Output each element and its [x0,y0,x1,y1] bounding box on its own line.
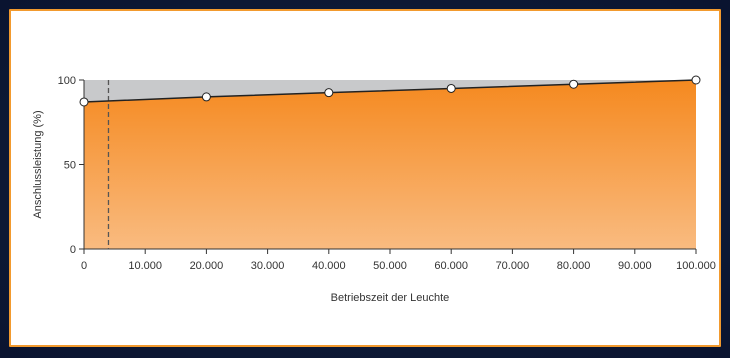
area-fill [84,80,696,249]
x-axis-ticks: 0 10.000 20.000 30.000 40.000 50.000 60.000 70.… [81,249,716,272]
x-tick-label: 20.000 [190,260,224,272]
x-tick-label: 30.000 [251,260,285,272]
y-axis-label: Anschlussleistung (%) [32,110,44,218]
data-point-marker [201,92,211,102]
x-tick-label: 40.000 [312,260,346,272]
y-tick-label: 0 [70,244,76,256]
data-point-marker [79,97,89,107]
x-tick-label: 70.000 [496,260,530,272]
x-axis-label: Betriebszeit der Leuchte [331,292,450,304]
data-point-marker [446,83,456,93]
x-tick-label: 60.000 [434,260,468,272]
chart-svg: 0 10.000 20.000 30.000 40.000 50.000 60.000 70.… [32,75,716,304]
y-axis-ticks: 0 50 100 [58,75,84,256]
y-tick-label: 50 [64,160,76,172]
data-point-marker [324,88,334,98]
x-tick-label: 50.000 [373,260,407,272]
x-tick-label: 80.000 [557,260,591,272]
series-markers [79,75,701,107]
x-tick-label: 10.000 [128,260,162,272]
x-tick-label: 0 [81,260,87,272]
series-line [83,79,697,103]
data-point-marker [691,75,701,85]
chart-panel: 0 10.000 20.000 30.000 40.000 50.000 60.000 70.… [9,9,721,347]
x-tick-label: 90.000 [618,260,652,272]
data-point-marker [569,79,579,89]
x-tick-label: 100.000 [676,260,716,272]
y-tick-label: 100 [58,75,76,87]
